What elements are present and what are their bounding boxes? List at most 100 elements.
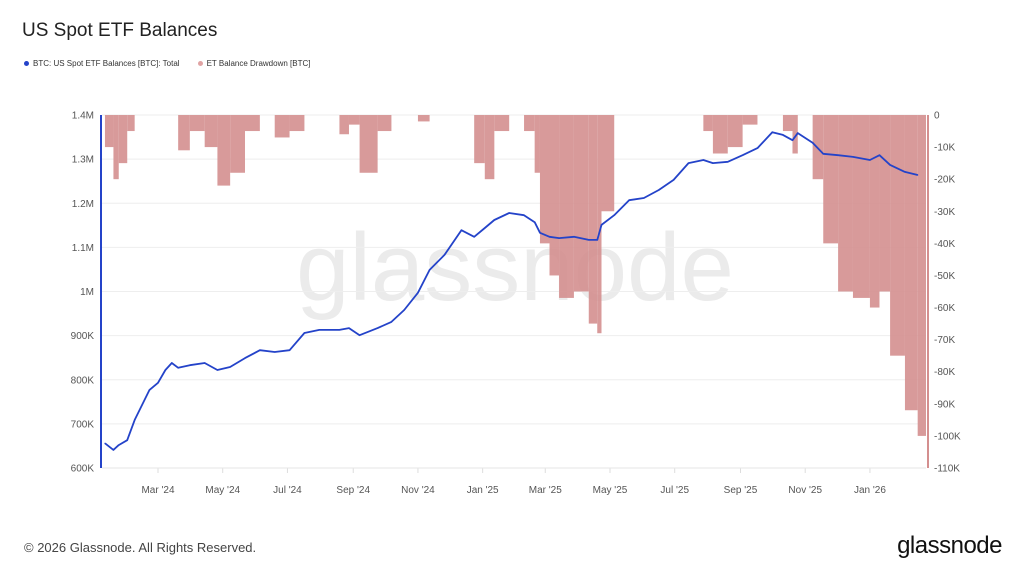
balance-point (596, 239, 598, 241)
drawdown-bar (588, 115, 598, 324)
balance-point (878, 154, 881, 156)
legend-label: ET Balance Drawdown [BTC] (206, 59, 311, 68)
drawdown-bar (782, 115, 793, 132)
balance-point (756, 147, 759, 149)
drawdown-bar (712, 115, 728, 154)
drawdown-bar (245, 115, 260, 132)
balance-point (204, 362, 206, 364)
chart-title: US Spot ETF Balances (22, 20, 218, 41)
drawdown-bar (274, 115, 290, 138)
drawdown-bar (113, 115, 119, 180)
y-left-tick-label: 800K (71, 375, 95, 386)
y-right-tick-label: -10K (934, 143, 955, 154)
drawdown-bar (879, 115, 891, 292)
balance-point (904, 171, 906, 173)
balance-point (673, 179, 675, 181)
drawdown-bar (189, 115, 205, 132)
drawdown-bar (217, 115, 231, 186)
balance-point (473, 236, 475, 238)
balance-point (588, 239, 590, 241)
balance-point (797, 132, 799, 134)
x-tick-label: Mar '24 (141, 485, 174, 496)
balance-point (141, 404, 143, 406)
balance-point (742, 154, 744, 156)
watermark: glassnode (296, 214, 734, 321)
balance-point (417, 292, 419, 294)
balance-point (377, 327, 379, 329)
balance-point (508, 212, 510, 214)
copyright: © 2026 Glassnode. All Rights Reserved. (24, 540, 257, 555)
balance-point (189, 364, 191, 366)
drawdown-bar (559, 115, 574, 298)
drawdown-bar (104, 115, 114, 148)
balance-line (104, 131, 918, 451)
balance-point (460, 229, 463, 231)
balance-point (303, 332, 306, 334)
balance-point (134, 419, 136, 421)
legend-item-drawdown[interactable]: ET Balance Drawdown [BTC] (197, 59, 311, 68)
balance-point (782, 134, 784, 136)
x-tick-label: Jul '24 (273, 485, 302, 496)
x-tick-label: Jan '26 (854, 485, 886, 496)
x-tick-label: Jan '25 (467, 485, 499, 496)
drawdown-bar (904, 115, 918, 411)
drawdown-bar (339, 115, 349, 135)
balance-point (643, 197, 645, 199)
drawdown-bar (178, 115, 190, 151)
legend-label: BTC: US Spot ETF Balances [BTC]: Total (33, 59, 180, 68)
balance-point (658, 189, 660, 191)
drawdown-bar (890, 115, 905, 356)
balance-point (358, 334, 361, 336)
balance-point (628, 199, 630, 201)
balance-point (727, 161, 729, 163)
balance-point (216, 369, 219, 371)
y-left-tick-label: 700K (71, 419, 95, 430)
balance-point (429, 269, 431, 271)
balance-point (118, 444, 120, 446)
balance-point (338, 329, 341, 331)
x-tick-label: May '25 (593, 485, 628, 496)
drawdown-bar (601, 115, 615, 212)
balance-point (534, 221, 536, 223)
drawdown-bar (534, 115, 540, 173)
drawdown-bar (573, 115, 589, 292)
balance-point (390, 321, 393, 323)
drawdown-bar (230, 115, 246, 173)
balance-point (548, 236, 551, 238)
drawdown-bar (118, 115, 128, 164)
drawdown-bar (792, 115, 798, 154)
y-right-tick-label: -100K (934, 431, 961, 442)
y-left-tick-label: 600K (71, 464, 95, 475)
balance-point (177, 367, 179, 369)
drawdown-bar (348, 115, 360, 125)
y-left-tick-label: 1.1M (72, 243, 94, 254)
balance-point (712, 162, 714, 164)
y-right-tick-label: -110K (934, 464, 960, 475)
balance-point (791, 139, 794, 141)
y-left-tick-label: 1.3M (72, 155, 94, 166)
y-right-tick-label: -20K (934, 175, 955, 186)
balance-point (164, 369, 167, 371)
drawdown-bar (917, 115, 926, 436)
balance-point (104, 442, 106, 444)
balance-point (822, 153, 824, 155)
drawdown-bar (838, 115, 853, 292)
balance-point (539, 232, 541, 234)
legend-item-balances[interactable]: BTC: US Spot ETF Balances [BTC]: Total (24, 59, 180, 68)
balance-point (171, 362, 173, 364)
balance-point (244, 357, 246, 359)
y-right-tick-label: -70K (934, 335, 955, 346)
drawdown-bar (474, 115, 485, 164)
drawdown-bar (597, 115, 602, 334)
glassnode-logo: glassnode (897, 532, 1002, 559)
balance-point (484, 227, 486, 229)
y-left-tick-label: 1M (80, 287, 94, 298)
balance-point (573, 236, 575, 238)
y-right-tick-label: -50K (934, 271, 955, 282)
balance-point (837, 154, 839, 156)
drawdown-bar (127, 115, 135, 132)
balance-point (702, 159, 704, 161)
legend: BTC: US Spot ETF Balances [BTC]: Total E… (24, 59, 310, 68)
drawdown-bar (359, 115, 378, 173)
